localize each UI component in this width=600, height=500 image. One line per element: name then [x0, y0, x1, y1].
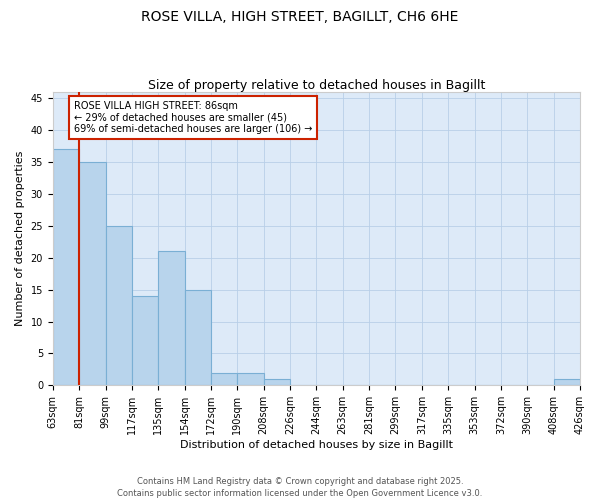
Title: Size of property relative to detached houses in Bagillt: Size of property relative to detached ho… [148, 79, 485, 92]
Bar [132, 296, 158, 386]
Bar [263, 379, 290, 386]
Bar [158, 252, 185, 386]
Bar [185, 290, 211, 386]
Bar [106, 226, 132, 386]
Bar [79, 162, 106, 386]
Text: ROSE VILLA HIGH STREET: 86sqm
← 29% of detached houses are smaller (45)
69% of s: ROSE VILLA HIGH STREET: 86sqm ← 29% of d… [74, 101, 312, 134]
Bar [53, 150, 79, 386]
X-axis label: Distribution of detached houses by size in Bagillt: Distribution of detached houses by size … [180, 440, 453, 450]
Text: ROSE VILLA, HIGH STREET, BAGILLT, CH6 6HE: ROSE VILLA, HIGH STREET, BAGILLT, CH6 6H… [142, 10, 458, 24]
Bar [554, 379, 580, 386]
Bar [211, 372, 238, 386]
Y-axis label: Number of detached properties: Number of detached properties [15, 151, 25, 326]
Bar [238, 372, 263, 386]
Text: Contains HM Land Registry data © Crown copyright and database right 2025.
Contai: Contains HM Land Registry data © Crown c… [118, 476, 482, 498]
